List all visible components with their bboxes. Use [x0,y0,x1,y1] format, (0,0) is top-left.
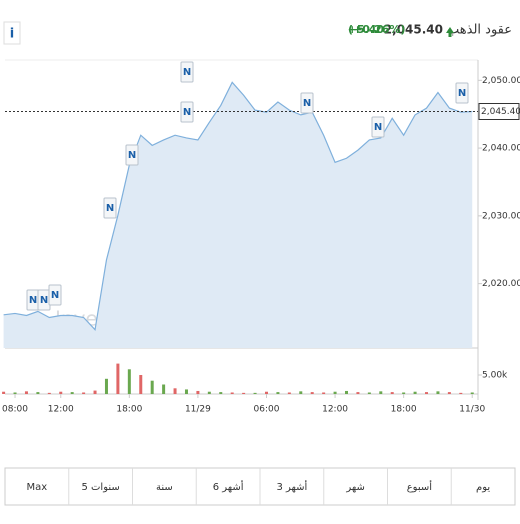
info-button[interactable] [3,21,21,45]
news-marker[interactable]: N [458,88,466,99]
volume-bar [413,391,417,394]
volume-bar [333,391,337,394]
volume-bar [196,390,200,394]
news-marker-box[interactable] [180,101,194,123]
last-price-label: 2,045.40 [481,107,520,117]
volume-bar [93,390,97,394]
volume-bar [356,392,360,394]
news-marker[interactable]: N [303,98,311,109]
tab[interactable]: شهر [345,482,365,493]
volume-bar [13,392,17,394]
volume-bar [162,384,166,394]
volume-bar [230,392,234,394]
x-tick-label: 11/29 [185,405,211,415]
y-tick-label: 2,050.00 [482,76,520,86]
volume-bar [436,391,440,394]
volume-bar [459,392,463,394]
volume-bar [2,391,6,394]
news-marker[interactable]: N [40,295,48,306]
news-marker[interactable]: N [29,295,37,306]
change: +5.40 [348,23,385,36]
news-marker-box[interactable] [103,197,117,219]
tab[interactable]: 6 أشهر [213,480,244,493]
change-pct: (+0.26%) [348,23,405,36]
volume-bar [104,378,108,394]
volume-bar [242,392,246,394]
volume-bar [322,392,326,394]
volume-bar [470,392,474,394]
volume-bar [264,391,268,394]
news-marker-box[interactable] [371,116,385,138]
x-tick-label: 18:00 [391,405,417,415]
x-tick-label: 18:00 [116,405,142,415]
volume-bar [310,392,314,394]
y-tick-label: 2,030.00 [482,211,520,221]
news-marker[interactable]: N [183,107,191,118]
area-fill [3,82,473,348]
volume-bar [116,363,120,394]
news-marker-box[interactable] [300,92,314,114]
y-tick-label: 2,020.00 [482,279,520,289]
volume-bar [425,392,429,394]
tab[interactable]: أسبوع [407,480,433,493]
volume-bar [24,391,28,394]
x-tick-label: 11/30 [459,405,485,415]
volume-bar [82,392,86,394]
volume-bar [299,391,303,394]
volume-bar [390,392,394,394]
info-icon[interactable]: i [10,27,14,42]
volume-bar [253,392,257,394]
x-tick-label: 06:00 [254,405,280,415]
volume-bar [276,392,280,394]
volume-bar [173,388,177,394]
volume-bar [59,391,63,394]
volume-bar [402,392,406,394]
volume-bar [150,380,154,394]
volume-bar [127,369,131,394]
x-tick-label: 12:00 [48,405,74,415]
news-marker-box[interactable] [48,284,62,306]
volume-bar [367,392,371,394]
price: 2,045.40 [384,23,443,37]
volume-bar [379,391,383,394]
y-tick-label: 2,040.00 [482,144,520,154]
volume-tick-label: 5.00k [482,371,508,381]
price-line [3,81,473,332]
news-marker-box[interactable] [125,144,139,166]
tab[interactable]: 5 سنوات [81,482,119,493]
x-tick-label: 12:00 [322,405,348,415]
volume-bar [36,392,40,394]
news-marker-box[interactable] [180,61,194,83]
volume-bar [70,392,74,394]
volume-bar [287,392,291,394]
volume-bar [447,392,451,394]
volume-bar [345,390,348,394]
news-marker[interactable]: N [374,122,382,133]
tab[interactable]: 3 أشهر [276,480,307,493]
tab[interactable]: Max [27,482,48,493]
news-marker[interactable]: N [128,150,136,161]
tab[interactable]: سنة [156,482,173,493]
volume-bar [207,391,211,394]
news-marker-box[interactable] [455,82,469,104]
news-marker[interactable]: N [183,67,191,78]
instrument-title: عقود الذهب [447,23,512,38]
volume-bar [47,392,51,394]
volume-bar [219,392,223,394]
volume-bar [139,375,143,394]
volume-bar [184,389,188,394]
news-marker[interactable]: N [51,290,59,301]
news-marker[interactable]: N [106,203,114,214]
x-tick-label: 08:00 [2,405,28,415]
up-arrow [446,27,454,37]
tab[interactable]: يوم [476,482,490,493]
last-price-box [478,103,520,121]
